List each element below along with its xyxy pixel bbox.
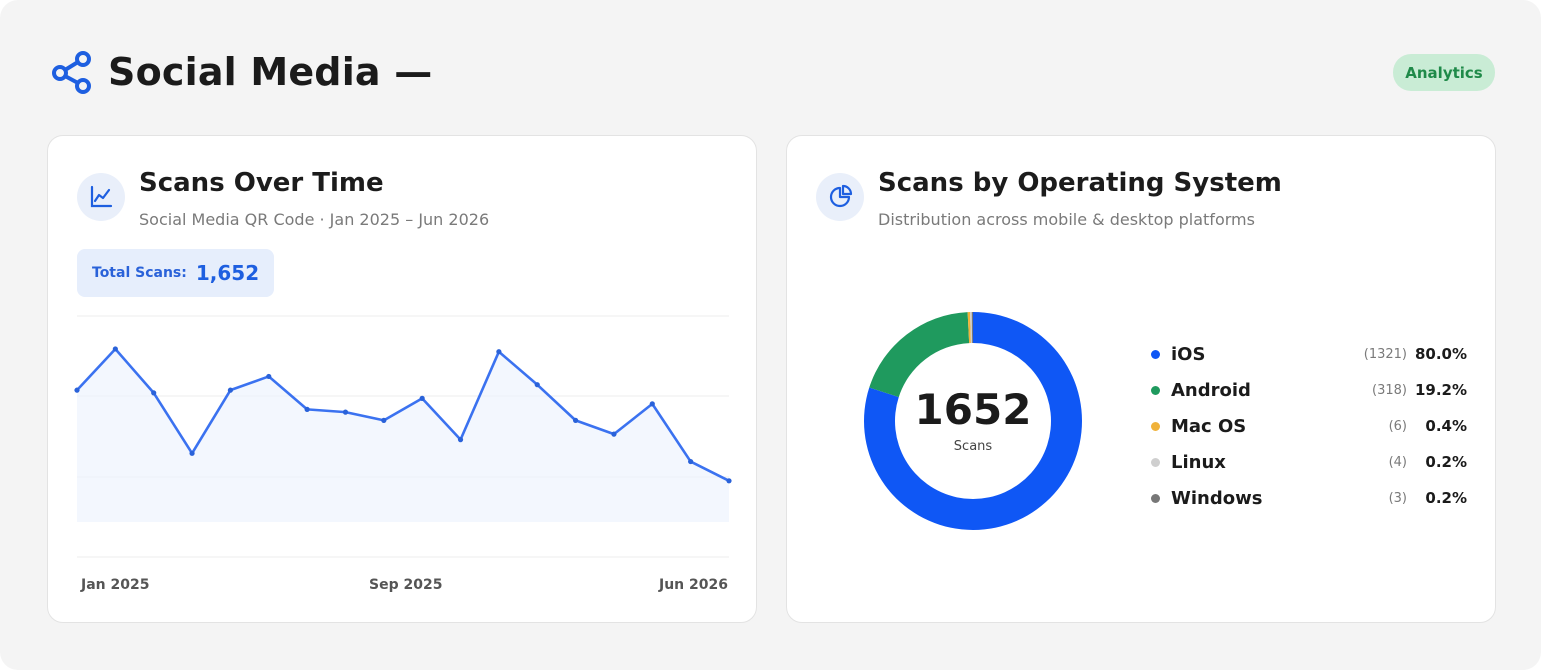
data-point [342,409,349,415]
data-point [151,390,157,396]
total-scans-pill: Total Scans: 1,652 [77,249,275,297]
data-point [419,395,425,401]
data-point [189,450,195,456]
data-point [534,382,540,388]
x-tick-label: Jan 2025 [81,577,150,593]
legend-dot [1151,493,1160,503]
legend-item-ios[interactable]: iOS (1321) 80.0% [1151,336,1467,372]
legend-label: Mac OS [1171,415,1247,437]
donut-center: 1652 Scans [863,311,1083,531]
scans-line-chart [74,315,732,558]
legend-dot [1151,457,1160,467]
data-point [572,417,579,423]
legend-item-mac-os[interactable]: Mac OS (6) 0.4% [1151,408,1467,444]
pie-chart-icon [816,173,864,221]
legend-dot [1151,385,1160,395]
legend-item-windows[interactable]: Windows (3) 0.2% [1151,480,1467,516]
donut-slice-android [869,312,970,398]
donut-caption: Scans [953,438,993,454]
series-area [77,348,729,522]
donut-slice-mac-os [967,312,971,344]
line-chart-icon [77,173,125,221]
legend-count: (1321) [1363,346,1407,362]
x-tick-label: Sep 2025 [369,577,443,593]
legend-percent: 0.2% [1425,489,1467,507]
page-header: Social Media — [50,48,432,96]
data-point [688,458,694,465]
legend-percent: 19.2% [1414,381,1467,399]
legend-label: Android [1171,379,1251,401]
card-subtitle: Social Media QR Code · Jan 2025 – Jun 20… [139,210,490,229]
share-icon [52,51,91,94]
legend-item-linux[interactable]: Linux (4) 0.2% [1151,444,1467,480]
data-point [496,349,502,355]
scans-by-os-card: Scans by Operating System Distribution a… [786,135,1496,623]
donut-slice-linux [970,312,973,344]
card-title: Scans by Operating System [878,168,1282,198]
data-point [266,373,272,380]
scans-over-time-card: Scans Over Time Social Media QR Code · J… [47,135,757,623]
os-donut-chart [864,312,1082,530]
data-point [649,401,655,407]
card-subtitle: Distribution across mobile & desktop pla… [878,210,1255,229]
analytics-badge[interactable]: Analytics [1393,54,1495,91]
legend-dot [1151,421,1160,431]
legend-count: (3) [1388,490,1407,506]
data-point [304,406,310,412]
x-tick-label: Jun 2026 [659,577,728,593]
legend-count: (6) [1388,418,1407,434]
card-title: Scans Over Time [139,168,384,198]
legend-percent: 0.2% [1425,453,1467,471]
os-legend: iOS (1321) 80.0% Android (318) 19.2% Mac… [1151,336,1467,516]
data-point [381,417,387,423]
legend-percent: 0.4% [1425,417,1467,435]
series-line [75,347,731,483]
total-scans-value: 1,652 [195,261,260,285]
data-point [112,346,118,352]
legend-count: (4) [1388,454,1407,470]
data-point [74,387,80,393]
donut-total: 1652 [914,384,1032,434]
legend-label: iOS [1171,343,1206,365]
data-point [227,387,234,393]
data-point [611,431,617,437]
donut-slice-windows [971,312,973,344]
legend-item-android[interactable]: Android (318) 19.2% [1151,372,1467,408]
page-title: Social Media — [108,50,433,94]
data-point [726,478,732,484]
total-scans-label: Total Scans: [92,265,187,281]
legend-count: (318) [1372,382,1407,398]
legend-label: Linux [1171,451,1226,473]
legend-dot [1151,349,1160,359]
data-point [457,437,464,443]
legend-label: Windows [1171,487,1263,509]
legend-percent: 80.0% [1414,345,1467,363]
